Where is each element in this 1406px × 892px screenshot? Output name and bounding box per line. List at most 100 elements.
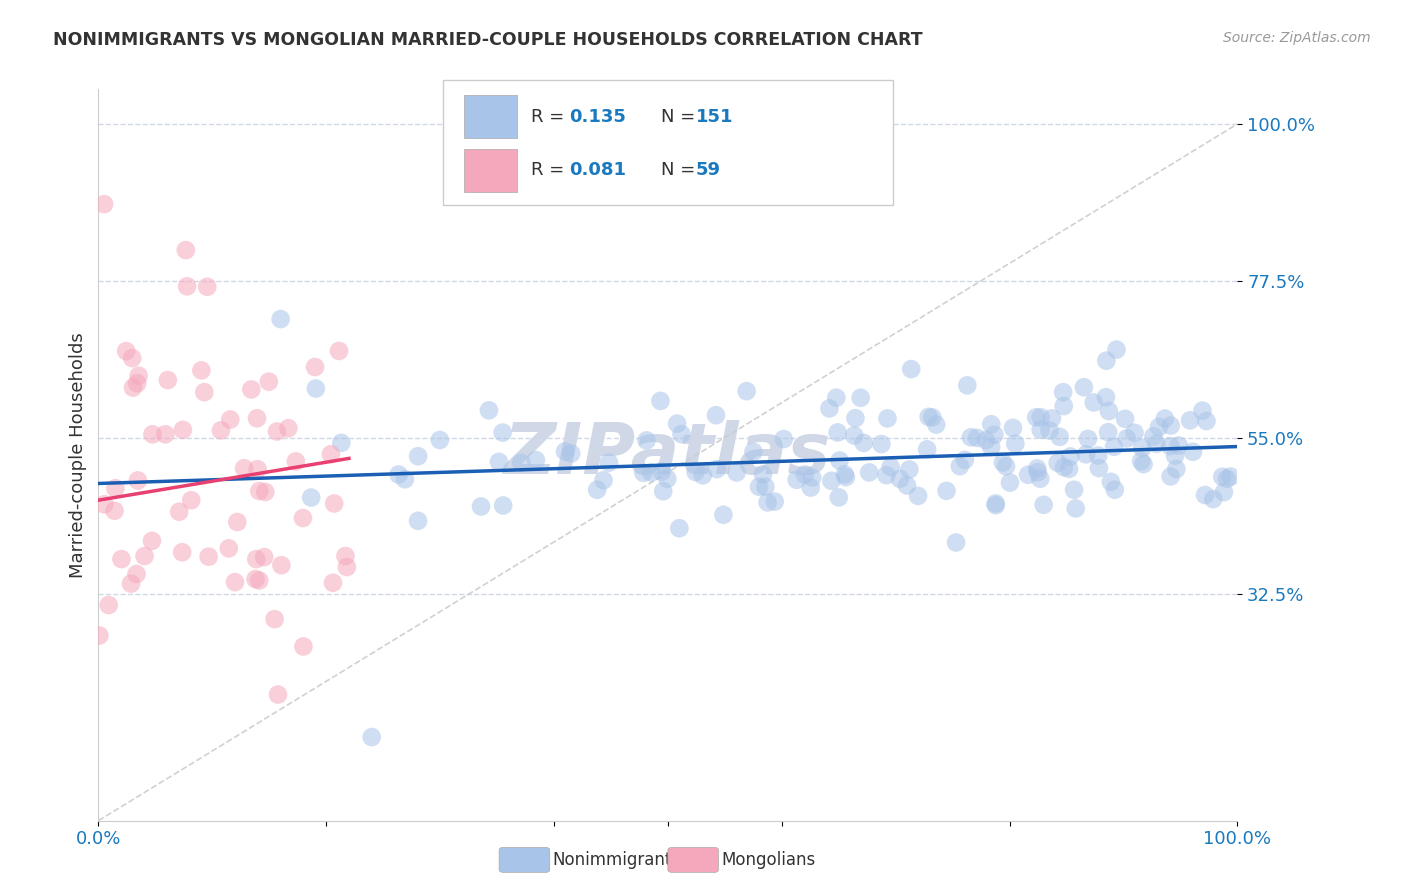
Point (858, 466, 880, 480)
Point (598, 456, 620, 470)
Point (266, 425, 288, 439)
Point (915, 442, 938, 457)
Point (219, 412, 242, 426)
Point (492, 499, 515, 513)
Point (406, 449, 429, 463)
Point (640, 466, 662, 480)
Point (1074, 447, 1097, 461)
Point (1088, 461, 1111, 475)
Point (176, 279, 198, 293)
Point (1046, 456, 1069, 470)
Point (875, 468, 897, 483)
Point (1032, 498, 1054, 512)
Point (429, 433, 451, 447)
Point (754, 480, 776, 494)
Point (1099, 475, 1122, 489)
Point (1195, 414, 1218, 428)
Point (876, 411, 898, 425)
Point (1077, 432, 1099, 446)
Point (786, 473, 808, 487)
Point (844, 428, 866, 442)
Point (636, 434, 658, 448)
Point (1160, 418, 1182, 433)
Point (1098, 404, 1121, 418)
Point (141, 533, 163, 548)
Point (284, 454, 307, 468)
Point (97, 598, 120, 612)
Point (900, 362, 922, 376)
Point (336, 560, 359, 574)
Point (257, 375, 280, 389)
Point (1001, 421, 1024, 435)
Point (896, 478, 918, 492)
Point (956, 378, 979, 392)
Point (834, 467, 856, 482)
Point (666, 417, 689, 431)
Point (657, 472, 679, 486)
Point (277, 421, 299, 435)
Point (1159, 439, 1181, 453)
Point (172, 545, 194, 559)
Text: R =: R = (531, 108, 571, 126)
Point (1029, 472, 1052, 486)
Point (360, 730, 382, 744)
Point (141, 427, 163, 442)
Point (246, 411, 269, 425)
Point (980, 417, 1002, 432)
Point (245, 572, 267, 586)
Point (800, 481, 823, 495)
Point (879, 459, 901, 474)
Point (233, 461, 256, 475)
Point (247, 574, 270, 588)
Point (1063, 483, 1085, 497)
Point (305, 382, 328, 396)
Point (921, 410, 943, 425)
Point (93, 497, 115, 511)
Text: Nonimmigrants: Nonimmigrants (553, 851, 681, 869)
Point (1083, 395, 1105, 409)
Point (1191, 403, 1213, 417)
Point (1154, 411, 1177, 425)
Point (652, 484, 675, 499)
Point (121, 351, 143, 365)
Point (120, 576, 142, 591)
Point (706, 462, 728, 476)
Point (793, 467, 815, 482)
Text: Mongolians: Mongolians (721, 851, 815, 869)
Point (1029, 410, 1052, 425)
Point (713, 508, 735, 522)
Point (1017, 467, 1039, 482)
Point (1130, 454, 1153, 468)
Point (299, 491, 322, 505)
Point (89, 628, 111, 642)
Y-axis label: Married-couple Households: Married-couple Households (69, 332, 87, 578)
Point (180, 493, 202, 508)
Point (1004, 436, 1026, 450)
Point (270, 558, 292, 573)
Point (633, 466, 655, 480)
Point (328, 343, 350, 358)
Point (127, 474, 149, 488)
Point (828, 491, 851, 505)
Point (218, 541, 240, 556)
Point (172, 423, 194, 437)
Point (827, 425, 849, 440)
Point (1164, 449, 1187, 463)
Point (772, 432, 794, 446)
Point (103, 504, 125, 518)
Point (651, 465, 673, 479)
Point (488, 455, 510, 469)
Point (524, 453, 547, 467)
Point (752, 467, 775, 482)
Point (763, 494, 786, 508)
Text: 59: 59 (696, 161, 721, 179)
Point (93, 197, 115, 211)
Text: Source: ZipAtlas.com: Source: ZipAtlas.com (1223, 31, 1371, 45)
Point (122, 381, 145, 395)
Point (335, 549, 357, 563)
Point (1181, 444, 1204, 458)
Point (224, 575, 246, 590)
Point (322, 575, 344, 590)
Point (995, 459, 1018, 474)
Point (197, 549, 219, 564)
